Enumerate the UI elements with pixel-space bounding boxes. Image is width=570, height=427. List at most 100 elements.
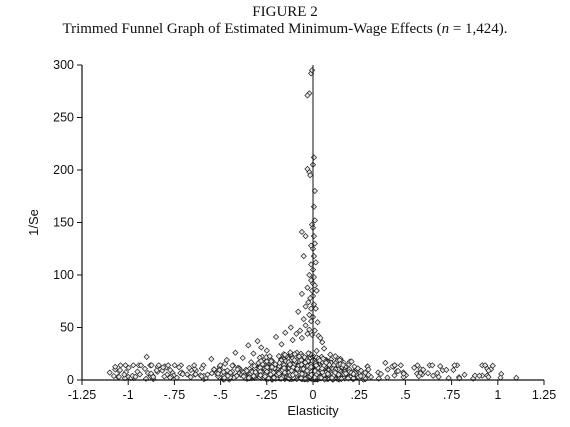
data-point — [263, 347, 270, 354]
data-point — [276, 362, 283, 370]
y-axis-ticks: 0 50 100 150 200 250 300 — [53, 58, 82, 387]
data-point — [224, 372, 231, 379]
data-point — [437, 363, 444, 370]
data-point — [287, 349, 294, 356]
data-point — [275, 353, 282, 360]
data-point — [415, 373, 422, 380]
data-point — [250, 350, 257, 357]
data-point — [377, 370, 385, 378]
data-point — [266, 353, 273, 360]
x-tick-label: -1.25 — [68, 388, 97, 402]
data-point — [302, 359, 309, 366]
data-point — [362, 369, 369, 376]
data-point — [254, 338, 261, 345]
data-point — [397, 362, 404, 369]
y-tick-label: 300 — [53, 58, 74, 72]
data-point — [298, 334, 306, 342]
data-point — [309, 358, 316, 365]
data-point — [308, 67, 316, 74]
data-point — [252, 369, 259, 376]
data-point — [485, 367, 492, 374]
data-point — [121, 371, 128, 378]
y-tick-label: 100 — [53, 268, 74, 282]
data-point — [161, 373, 168, 380]
x-tick-label: .75 — [443, 388, 460, 402]
data-point — [288, 367, 295, 374]
data-point — [248, 359, 255, 366]
data-point — [289, 371, 296, 379]
data-point — [327, 351, 334, 358]
data-point — [291, 350, 298, 358]
data-point — [316, 357, 323, 364]
data-point — [307, 172, 314, 179]
data-point — [443, 366, 450, 373]
data-point — [275, 370, 283, 377]
x-tick-label: 1.25 — [532, 388, 556, 402]
data-point — [312, 259, 319, 266]
data-point — [304, 284, 311, 291]
y-axis-label: 1/Se — [26, 209, 41, 236]
data-point — [130, 362, 137, 369]
data-point — [450, 366, 457, 374]
data-point — [298, 290, 306, 297]
data-point — [208, 355, 215, 363]
data-point — [384, 374, 391, 381]
data-point — [137, 362, 145, 369]
data-point — [211, 366, 218, 373]
data-point — [282, 329, 289, 336]
data-point — [302, 322, 309, 329]
x-tick-label: -.75 — [164, 388, 186, 402]
data-point — [110, 372, 117, 380]
data-point — [304, 330, 311, 337]
y-tick-label: 50 — [60, 321, 74, 335]
data-point — [296, 327, 304, 334]
data-point — [300, 316, 307, 323]
data-point — [310, 154, 318, 161]
data-point — [153, 367, 160, 374]
data-point — [142, 375, 150, 382]
data-point — [323, 359, 330, 366]
data-point — [175, 364, 183, 371]
data-point — [310, 253, 318, 260]
data-point — [340, 361, 347, 369]
data-point — [116, 367, 124, 374]
data-point — [234, 366, 241, 373]
data-point — [300, 365, 307, 372]
data-point — [451, 362, 458, 369]
data-point — [320, 345, 328, 352]
data-point — [117, 362, 124, 369]
data-point — [391, 362, 398, 369]
data-point — [141, 365, 149, 372]
x-tick-label: -1 — [123, 388, 134, 402]
data-point — [350, 370, 357, 378]
data-point — [305, 350, 312, 357]
data-point — [304, 358, 312, 365]
data-point — [384, 366, 391, 373]
data-point — [143, 353, 150, 360]
data-point — [134, 368, 141, 375]
data-point — [245, 374, 252, 382]
data-point — [186, 364, 193, 371]
data-point — [382, 359, 389, 366]
title-n-symbol: n — [441, 21, 450, 37]
data-point — [476, 372, 483, 379]
data-point — [112, 363, 119, 370]
data-point — [318, 365, 326, 372]
data-point — [132, 373, 139, 380]
data-point — [304, 165, 311, 173]
data-point — [351, 363, 358, 370]
data-point — [304, 367, 311, 374]
data-point — [312, 305, 319, 312]
data-point — [319, 369, 326, 376]
data-point — [240, 373, 247, 380]
data-point — [272, 333, 280, 341]
data-point — [276, 359, 283, 366]
data-point — [324, 370, 331, 378]
data-point — [198, 373, 205, 380]
data-point — [306, 326, 313, 333]
data-point — [278, 341, 285, 348]
x-tick-label: 1 — [494, 388, 501, 402]
data-point — [391, 372, 398, 379]
data-point — [414, 362, 421, 369]
